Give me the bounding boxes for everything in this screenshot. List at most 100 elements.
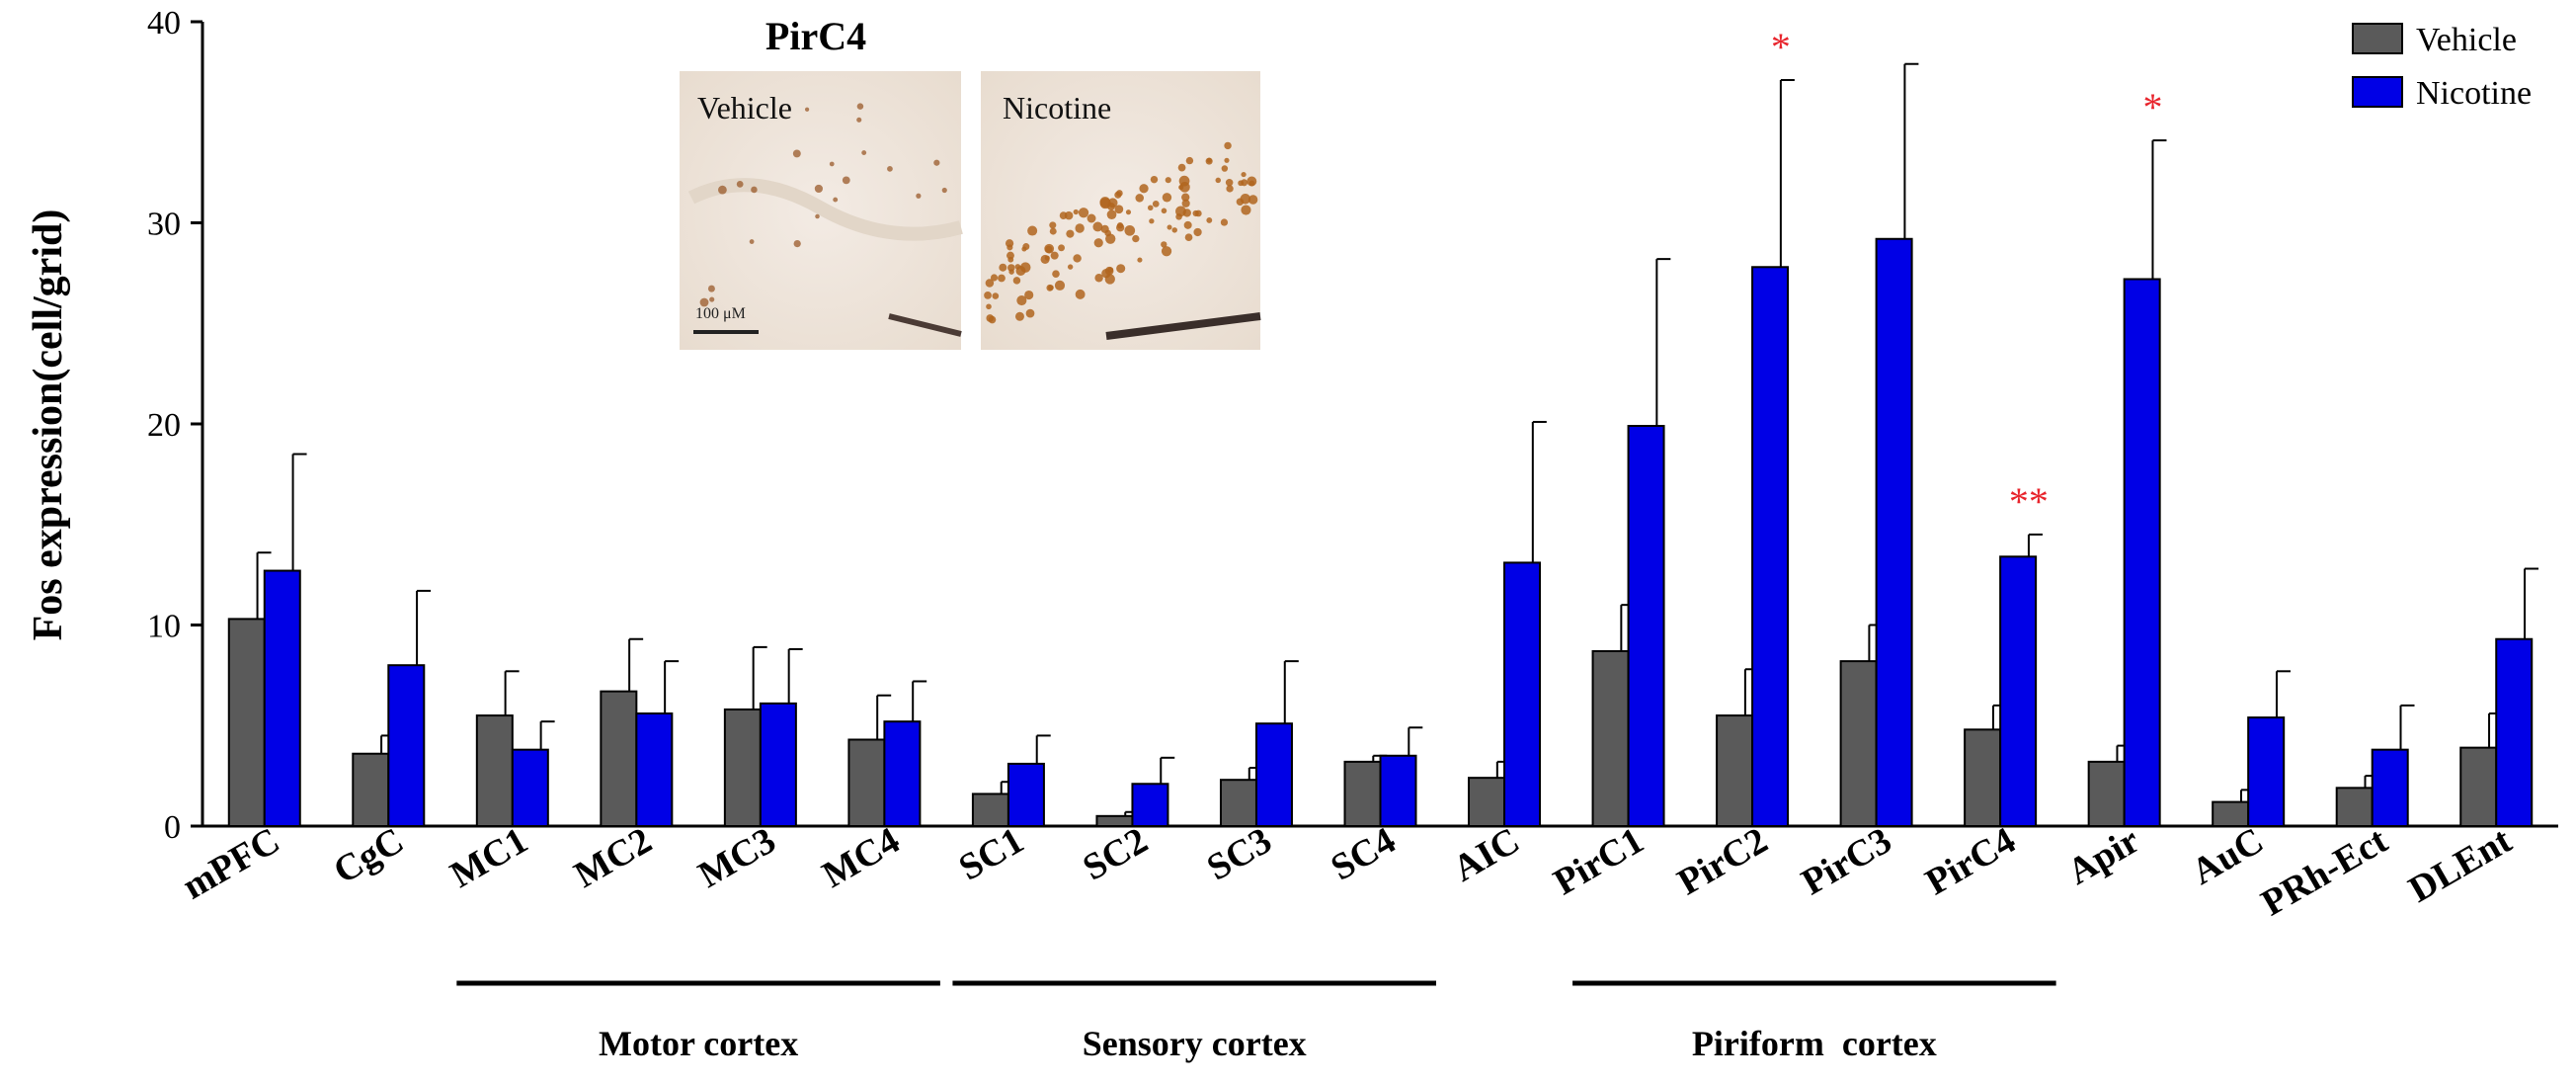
stained-cell bbox=[1012, 277, 1021, 285]
stained-cell bbox=[1165, 177, 1171, 184]
stained-cell bbox=[1225, 178, 1234, 187]
y-tick-label: 0 bbox=[164, 809, 181, 846]
stained-cell bbox=[1224, 157, 1230, 163]
legend-label-nicotine: Nicotine bbox=[2416, 75, 2532, 112]
stained-cell bbox=[1167, 224, 1172, 230]
x-axis-tick-labels: mPFC CgC MC1 MC2 MC3 MC4 SC1 SC2 SC3 SC4 AIC PirC1 P… bbox=[176, 819, 2519, 924]
bar-vehicle-pirc2 bbox=[1716, 714, 1754, 828]
stained-cell bbox=[1049, 221, 1057, 229]
bar-nicotine-mc1 bbox=[511, 748, 549, 827]
stained-cell bbox=[829, 161, 835, 167]
bar-nicotine-pirc2 bbox=[1751, 266, 1790, 827]
bar-vehicle-sc1 bbox=[971, 792, 1009, 828]
x-tick-label: SC3 bbox=[1200, 819, 1279, 888]
stained-cell bbox=[1137, 257, 1143, 263]
y-tick-label: 30 bbox=[147, 207, 181, 243]
stained-cell bbox=[736, 181, 744, 188]
stained-cell bbox=[1014, 311, 1024, 321]
stained-cell bbox=[999, 263, 1007, 272]
stained-cell bbox=[1075, 223, 1085, 233]
stained-cell bbox=[1147, 205, 1154, 211]
stained-cell bbox=[1135, 194, 1144, 203]
stained-cell bbox=[1124, 224, 1136, 236]
stained-cell bbox=[1178, 184, 1184, 191]
inset-title: PirC4 bbox=[765, 14, 866, 58]
bar-nicotine-mc4 bbox=[883, 720, 922, 827]
bar-vehicle-pirc1 bbox=[1591, 649, 1630, 828]
bar-nicotine-sc2 bbox=[1131, 783, 1169, 828]
stained-cell bbox=[792, 149, 801, 158]
stained-cell bbox=[718, 185, 727, 195]
stained-cell bbox=[1193, 227, 1202, 237]
stained-cell bbox=[985, 279, 995, 288]
micrograph-nicotine-panel: Nicotine bbox=[981, 71, 1261, 350]
stained-cell bbox=[1161, 208, 1167, 214]
micrograph-nicotine-label: Nicotine bbox=[1003, 90, 1111, 125]
y-tick-label: 20 bbox=[147, 407, 181, 444]
stained-cell bbox=[1087, 213, 1096, 223]
micrograph-inset: PirC4 Vehicle 100 μM Nicotine bbox=[680, 14, 1261, 350]
stained-cell bbox=[1016, 294, 1027, 306]
stained-cell bbox=[793, 239, 801, 248]
stained-cell bbox=[992, 292, 1000, 299]
group-label: Sensory cortex bbox=[1083, 1024, 1307, 1063]
stained-cell bbox=[1183, 220, 1192, 229]
stained-cell bbox=[814, 184, 823, 194]
stained-cell bbox=[1006, 244, 1013, 251]
stained-cell bbox=[1125, 209, 1132, 215]
stained-cell bbox=[1022, 243, 1030, 251]
group-label: Piriform cortex bbox=[1692, 1024, 1937, 1063]
stained-cell bbox=[1171, 227, 1177, 233]
bar-vehicle-apir bbox=[2087, 760, 2126, 828]
stained-cell bbox=[1106, 202, 1115, 210]
x-tick-label: AuC bbox=[2185, 819, 2271, 892]
y-axis-ticks: 0 10 20 30 40 bbox=[147, 5, 202, 846]
stained-cell bbox=[1116, 223, 1125, 232]
stained-cell bbox=[1059, 211, 1068, 219]
stained-cell bbox=[1058, 244, 1066, 252]
stained-cell bbox=[1175, 206, 1186, 217]
x-tick-label: PirC4 bbox=[1919, 819, 2023, 903]
stained-cell bbox=[1049, 227, 1057, 235]
legend-swatch-vehicle bbox=[2352, 23, 2403, 54]
x-tick-label: CgC bbox=[327, 819, 411, 891]
stained-cell bbox=[1044, 255, 1050, 261]
stained-cell bbox=[1078, 208, 1089, 218]
stained-cell bbox=[1238, 180, 1245, 187]
x-tick-label: PirC1 bbox=[1547, 819, 1650, 903]
bar-vehicle-mpfc bbox=[227, 618, 266, 828]
stained-cell bbox=[1221, 165, 1229, 172]
stained-cell bbox=[1226, 185, 1234, 193]
stained-cell bbox=[1014, 264, 1021, 270]
x-tick-label: AIC bbox=[1446, 819, 1526, 889]
micrograph-vehicle-panel: Vehicle 100 μM bbox=[680, 71, 963, 350]
stained-cell bbox=[749, 239, 755, 244]
stained-cell bbox=[1192, 209, 1199, 217]
stained-cell bbox=[1094, 274, 1103, 283]
stained-cell bbox=[1073, 254, 1082, 263]
x-tick-label: Apir bbox=[2060, 819, 2146, 892]
stained-cell bbox=[1161, 241, 1167, 248]
stained-cell bbox=[1027, 225, 1038, 236]
bar-vehicle-dlent bbox=[2459, 746, 2498, 828]
bar-nicotine-mc3 bbox=[759, 702, 797, 827]
stained-cell bbox=[1054, 280, 1066, 291]
stained-cell bbox=[1179, 182, 1190, 193]
stained-cell bbox=[856, 103, 864, 110]
stained-cell bbox=[1107, 267, 1114, 273]
stained-cell bbox=[804, 107, 810, 112]
stained-cell bbox=[1241, 205, 1251, 215]
bar-vehicle-cgc bbox=[352, 752, 390, 827]
y-tick-label: 10 bbox=[147, 609, 181, 645]
stained-cell bbox=[887, 166, 893, 172]
stained-cell bbox=[1184, 233, 1193, 242]
bar-vehicle-sc4 bbox=[1343, 760, 1382, 828]
stained-cell bbox=[833, 197, 839, 203]
bar-nicotine-sc3 bbox=[1254, 722, 1293, 828]
stained-cell bbox=[1248, 195, 1258, 205]
stained-cell bbox=[1073, 208, 1079, 215]
stained-cell bbox=[1162, 193, 1172, 203]
micrograph-vehicle-label: Vehicle bbox=[697, 90, 792, 125]
bar-vehicle-sc3 bbox=[1219, 779, 1257, 828]
